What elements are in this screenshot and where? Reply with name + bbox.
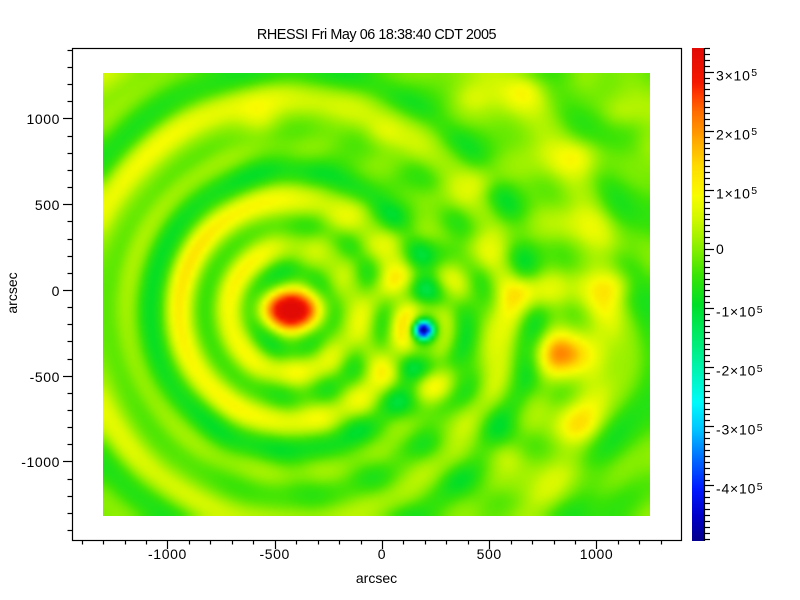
heatmap-canvas	[103, 73, 650, 516]
y-tick-label: 500	[34, 197, 60, 214]
colorbar-axis	[703, 47, 714, 541]
colorbar-tick-label: 1×105	[716, 185, 758, 202]
exponent: 5	[756, 362, 764, 375]
axis-ticks	[63, 49, 663, 549]
exponent: 5	[756, 303, 764, 316]
colorbar-tick-label: -3×105	[716, 421, 764, 438]
exponent: 5	[751, 67, 758, 80]
colorbar-tick-label: -2×105	[716, 362, 764, 379]
colorbar-tick-label: -1×105	[716, 303, 764, 320]
colorbar-tick-label: 2×105	[716, 126, 758, 143]
x-tick-label: -1000	[148, 545, 187, 562]
y-tick-label: 0	[51, 282, 60, 299]
chart-title: RHESSI Fri May 06 18:38:40 CDT 2005	[256, 27, 497, 43]
y-tick-label: -1000	[21, 454, 60, 471]
x-tick-label: 0	[377, 545, 387, 562]
y-tick-label: -500	[29, 368, 60, 385]
colorbar-tick-label: 0	[716, 240, 725, 257]
exponent: 5	[756, 421, 764, 434]
exponent: 5	[751, 185, 758, 198]
exponent: 5	[756, 480, 764, 493]
x-axis-title: arcsec	[355, 570, 398, 586]
y-axis-title: arcsec	[4, 272, 20, 314]
colorbar-canvas	[692, 48, 704, 541]
x-tick-label: -500	[259, 545, 290, 562]
colorbar-tick-label: -4×105	[716, 480, 764, 498]
x-tick-label: 1000	[579, 545, 614, 562]
frame-rect	[71, 47, 683, 542]
exponent: 5	[751, 126, 758, 139]
x-tick-label: 500	[476, 545, 502, 562]
plot-frame	[71, 47, 683, 542]
y-tick-label: 1000	[26, 111, 60, 128]
colorbar-tick-label: 3×105	[716, 67, 758, 84]
